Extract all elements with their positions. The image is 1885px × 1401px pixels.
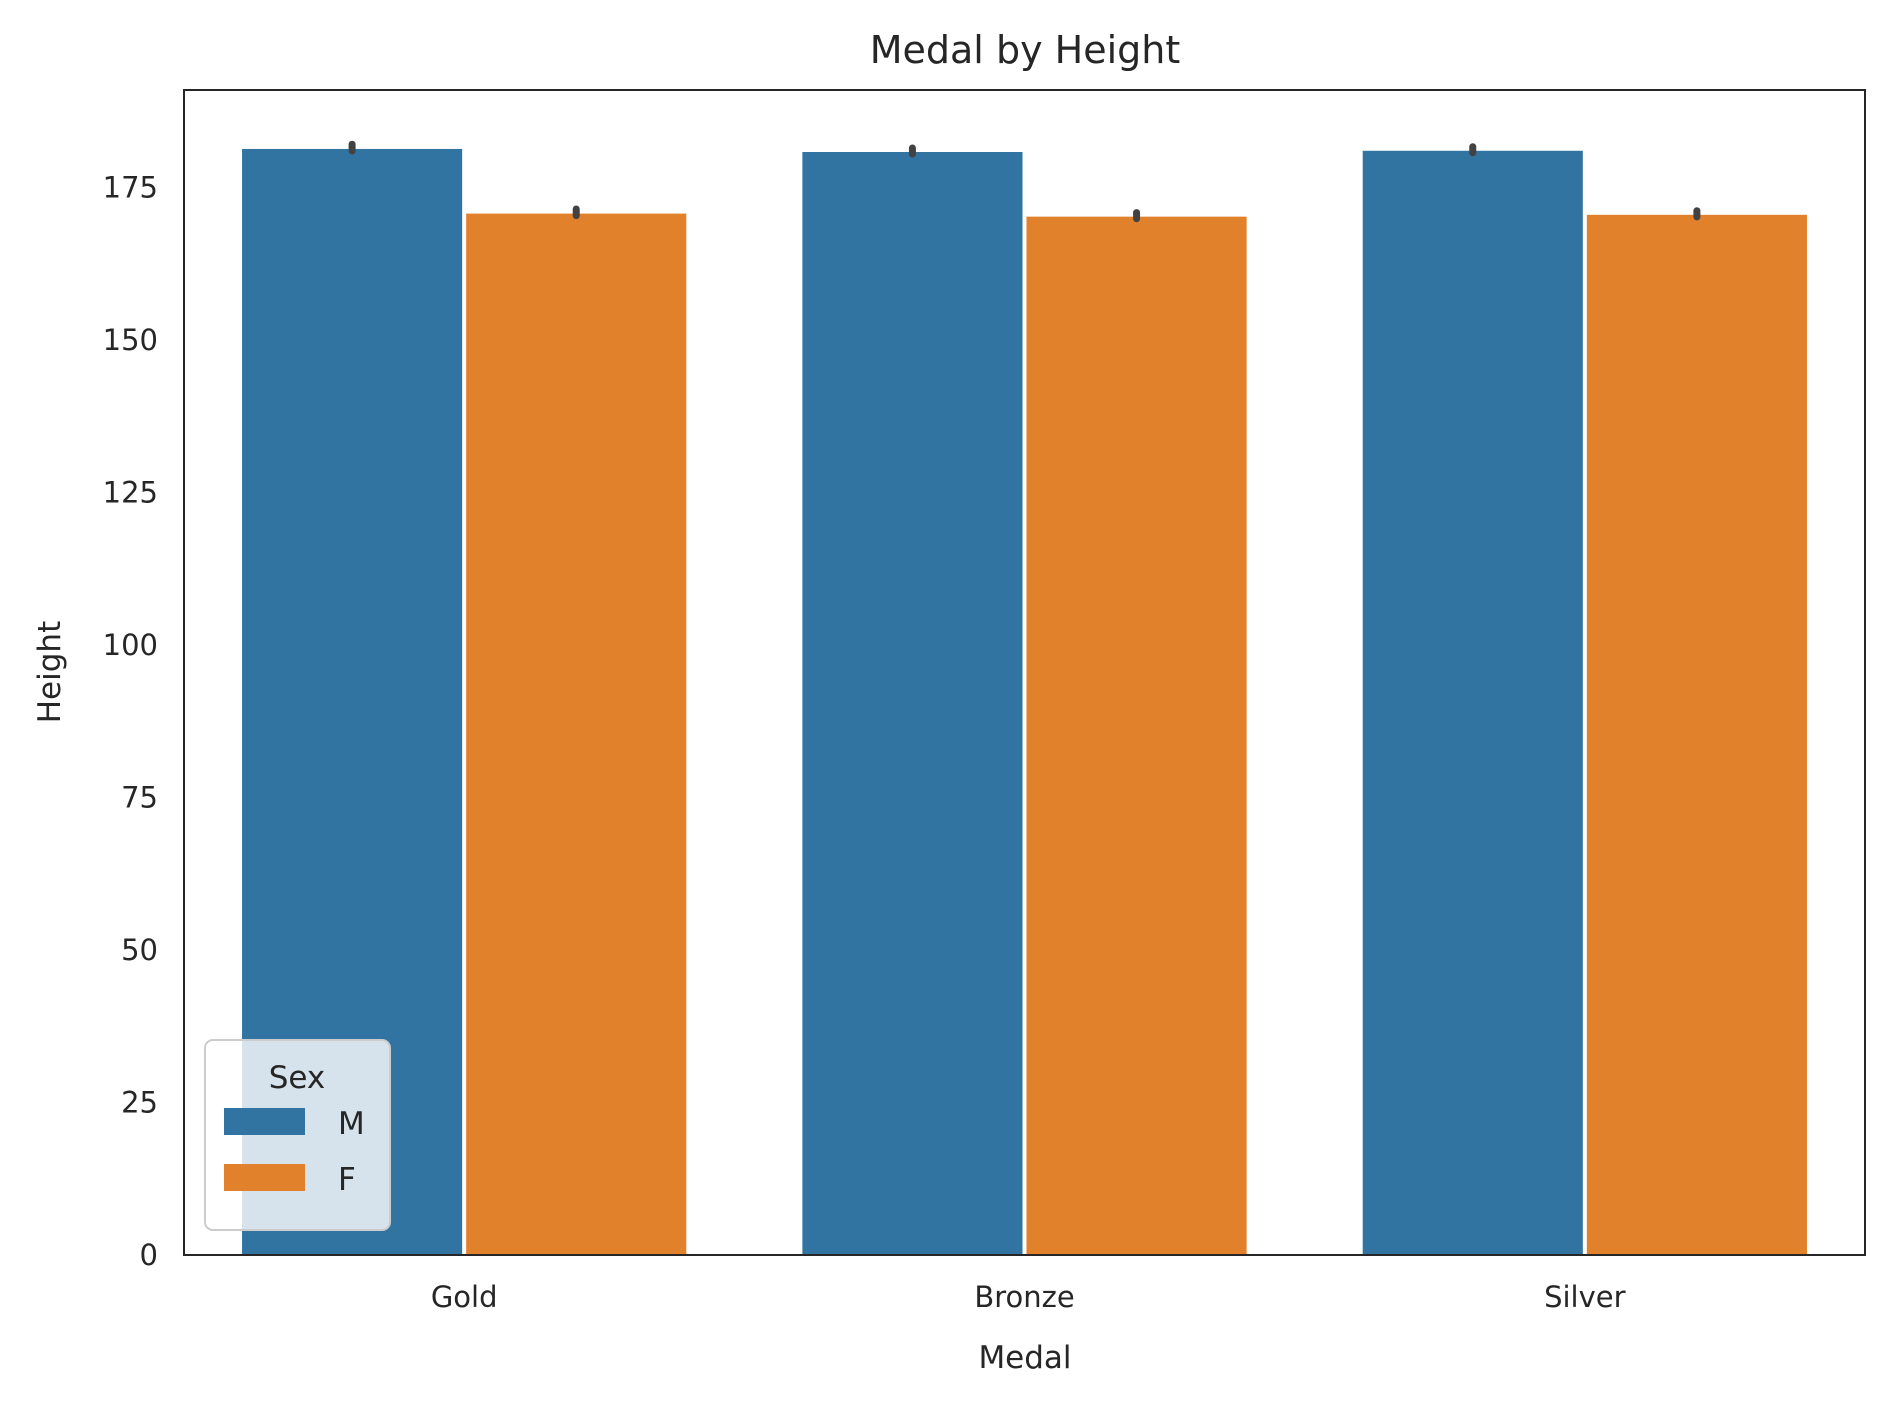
legend-label-f: F [338,1162,356,1198]
x-axis-label: Medal [978,1340,1071,1376]
legend-label-m: M [338,1106,365,1142]
y-tick-label-50: 50 [121,933,158,967]
y-tick-label-100: 100 [103,628,158,662]
bars-group [240,146,1809,1257]
bar-bronze-m [800,149,1025,1257]
x-tick-label-bronze: Bronze [974,1280,1074,1314]
y-tick-label-175: 175 [103,171,158,205]
x-tick-label-gold: Gold [431,1280,498,1314]
y-axis-label: Height [32,621,68,723]
y-tick-label-150: 150 [103,323,158,357]
bar-bronze-f [1024,214,1249,1257]
chart-title: Medal by Height [870,28,1181,72]
bar-silver-m [1360,148,1585,1256]
y-tick-label-0: 0 [140,1238,158,1272]
y-tick-label-75: 75 [121,781,158,815]
y-tick-label-25: 25 [121,1086,158,1120]
bar-silver-f [1584,212,1809,1257]
y-axis-ticks: 0 25 50 75 100 125 150 175 [103,171,158,1272]
x-axis-ticks: Gold Bronze Silver [431,1280,1626,1314]
plot-frame [183,89,1866,1256]
bar-gold-f [464,211,689,1256]
y-tick-label-125: 125 [103,476,158,510]
legend: Sex MF [204,1039,391,1231]
x-tick-label-silver: Silver [1544,1280,1626,1314]
legend-swatch-m [224,1108,305,1135]
errorbars-group [348,140,1701,223]
legend-items: MF [224,1106,365,1198]
legend-swatch-f [224,1164,305,1191]
legend-title: Sex [269,1060,326,1096]
